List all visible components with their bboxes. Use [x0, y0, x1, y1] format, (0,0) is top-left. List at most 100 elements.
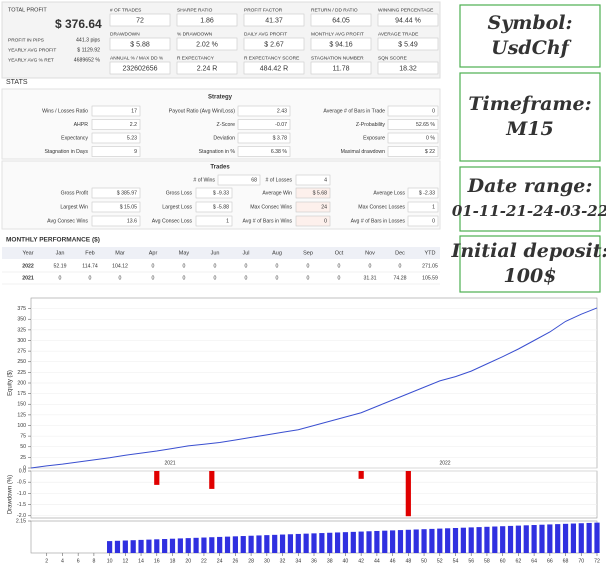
- month-header: Jan: [56, 250, 65, 256]
- stat-label: Payout Ratio (Avg Win/Loss): [169, 108, 235, 114]
- value-box: [310, 13, 372, 27]
- stat-label: Maximal drawdown: [341, 149, 386, 155]
- stat-label: Avg # of Bars in Losses: [351, 218, 406, 224]
- stat-value: 1: [226, 218, 229, 224]
- stat-value: 52.65 %: [416, 122, 435, 128]
- stat-value: 24: [321, 204, 327, 210]
- bar: [122, 540, 128, 553]
- summary-cell-value: 11.78: [333, 65, 350, 72]
- x-tick-label: 52: [437, 558, 443, 564]
- summary-cell-label: WINNING PERCENTAGE: [378, 7, 433, 13]
- value-box: [387, 146, 439, 157]
- summary-cell-value: 484.42 R: [260, 65, 288, 72]
- value-box: [91, 201, 141, 213]
- bar: [358, 471, 364, 479]
- bar: [177, 538, 183, 553]
- value-box: [387, 119, 439, 130]
- x-tick-label: 58: [484, 558, 490, 564]
- month-cell: 0: [152, 263, 155, 269]
- stat-value: $ 15.05: [120, 204, 137, 210]
- y-axis-label: Equity ($): [8, 370, 14, 396]
- strategy-title: Strategy: [208, 95, 233, 101]
- stat-value: 13.6: [127, 218, 137, 224]
- x-tick-label: 16: [154, 558, 160, 564]
- y-tick-label: 100: [17, 423, 26, 429]
- stat-value: $ 22: [425, 149, 435, 155]
- month-cell: 0: [245, 275, 248, 281]
- month-cell: 0: [338, 275, 341, 281]
- month-cell: 2021: [22, 275, 34, 281]
- side-label: Timeframe:: [468, 93, 591, 115]
- month-cell: 0: [183, 275, 186, 281]
- y-tick-label: 125: [17, 412, 26, 418]
- x-tick-label: 36: [311, 558, 317, 564]
- bar: [586, 522, 592, 553]
- side-label: Date range:: [467, 175, 593, 197]
- bar: [319, 533, 325, 553]
- y-tick-label: -1.0: [17, 491, 26, 497]
- value-box: [310, 37, 372, 51]
- bar: [185, 538, 191, 553]
- side-value: 100$: [504, 265, 557, 287]
- side-box: [459, 235, 601, 293]
- x-tick-label: 4: [61, 558, 64, 564]
- summary-cell-value: $ 5.49: [398, 41, 418, 48]
- month-cell: 0: [59, 275, 62, 281]
- stat-label: # of Wins: [193, 177, 215, 183]
- x-tick-label: 22: [201, 558, 207, 564]
- x-tick-label: 48: [405, 558, 411, 564]
- month-cell: 0: [399, 263, 402, 269]
- x-tick-label: 54: [453, 558, 459, 564]
- x-tick-label: 50: [421, 558, 427, 564]
- month-header: Jul: [242, 250, 249, 256]
- stat-value: 17: [131, 108, 137, 114]
- summary-cell-label: R EXPECTANCY SCORE: [244, 55, 299, 61]
- value-box: [195, 201, 233, 213]
- y-tick-label: 325: [17, 327, 26, 333]
- month-header: Aug: [272, 250, 282, 256]
- side-label: Initial deposit:: [450, 240, 606, 262]
- stat-value: 0: [432, 108, 435, 114]
- period-label: 2022: [439, 460, 450, 466]
- side-value: UsdChf: [491, 37, 571, 59]
- stat-value: -0.07: [275, 122, 287, 128]
- month-cell: 104.12: [112, 263, 128, 269]
- x-tick-label: 6: [77, 558, 80, 564]
- bar: [555, 524, 561, 553]
- stat-value: 5.23: [127, 135, 137, 141]
- bar: [429, 528, 435, 553]
- bar: [523, 525, 529, 553]
- y-tick-label: 250: [17, 359, 26, 365]
- value-box: [195, 187, 233, 199]
- value-box: [176, 13, 238, 27]
- stat-value: $ -5.88: [213, 204, 229, 210]
- x-tick-label: 62: [515, 558, 521, 564]
- value-box: [237, 146, 291, 157]
- summary-cell-label: AVERAGE TRADE: [378, 31, 418, 37]
- value-box: [243, 13, 305, 27]
- month-cell: 74.28: [394, 275, 407, 281]
- month-header: Dec: [395, 250, 405, 256]
- bar: [256, 535, 262, 553]
- stat-value: 68: [251, 177, 257, 183]
- bar: [154, 471, 160, 485]
- value-box: [377, 37, 439, 51]
- value-box: [295, 215, 331, 227]
- stat-label: Avg # of Bars in Wins: [243, 218, 293, 224]
- y-tick-label: 0: [23, 465, 26, 471]
- bar: [303, 533, 309, 553]
- stat-value: 9: [134, 149, 137, 155]
- x-tick-label: 24: [217, 558, 223, 564]
- value-box: [91, 119, 141, 130]
- month-cell: 114.74: [82, 263, 98, 269]
- bar: [162, 539, 168, 553]
- bar: [476, 527, 482, 553]
- x-tick-label: 26: [232, 558, 238, 564]
- stat-label: Z-Score: [217, 122, 236, 128]
- value-box: [109, 13, 171, 27]
- summary-item-value: 441.3 pips: [76, 37, 100, 43]
- x-tick-label: 30: [264, 558, 270, 564]
- value-box: [109, 61, 171, 75]
- bar: [405, 529, 411, 553]
